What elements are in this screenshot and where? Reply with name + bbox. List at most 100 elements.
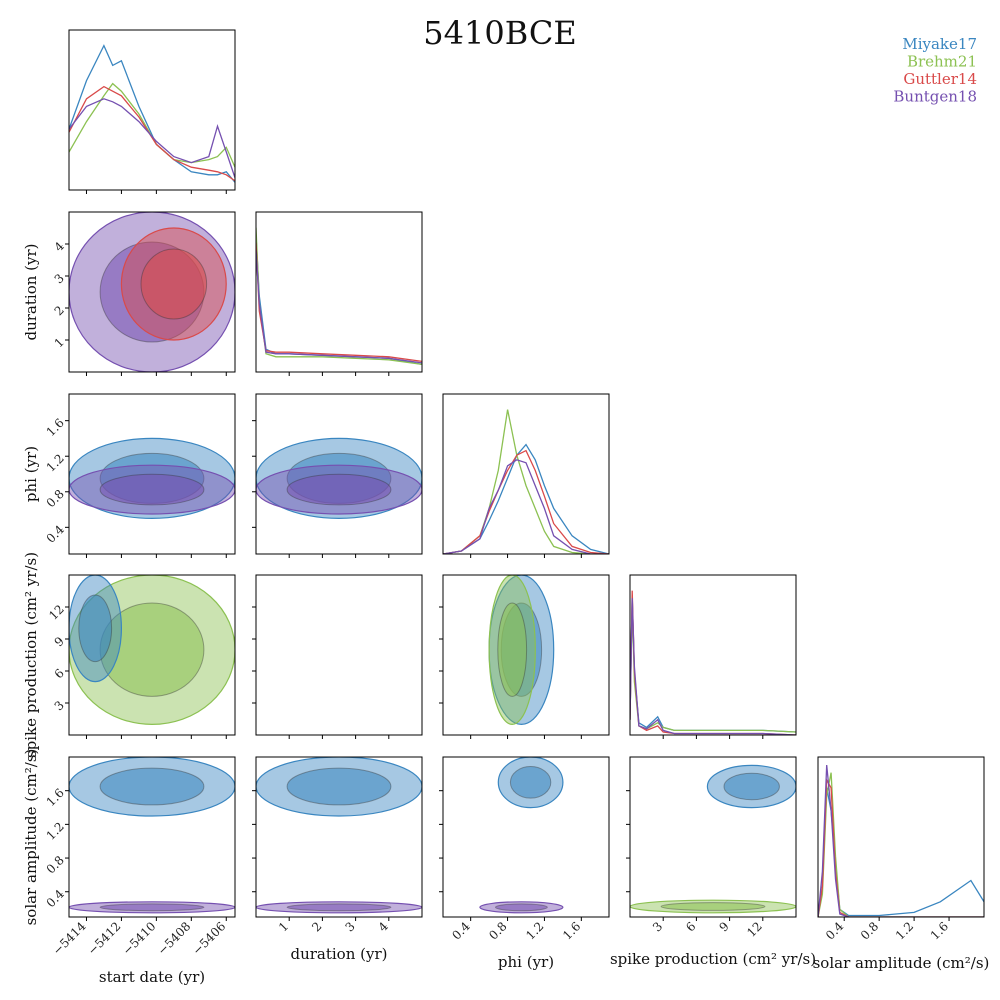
- marginal-line-duration-buntgen18: [256, 250, 422, 364]
- y-tick-label: 0.4: [44, 887, 68, 911]
- panel-frame: [442, 574, 610, 736]
- marginal-line-phi-buntgen18: [443, 459, 609, 554]
- x-tick-label: 12: [744, 919, 765, 940]
- panel-frame: [817, 756, 985, 918]
- panel-spike_production-vs-spike_production: [629, 574, 797, 739]
- marginal-line-spike_production-brehm21: [630, 605, 796, 733]
- y-tick-label: 4: [52, 239, 68, 255]
- contour-core-brehm21-17: [660, 902, 766, 911]
- marginal-line-solar_amplitude-buntgen18: [818, 764, 984, 917]
- legend-entry-miyake17: Miyake17: [902, 35, 977, 53]
- x-tick-label: 0.8: [486, 919, 509, 942]
- panel-frame: [629, 756, 797, 918]
- panel-frame: [68, 211, 236, 373]
- marginal-line-duration-guttler14: [256, 242, 422, 363]
- panel-solar_amplitude-vs-phi: 0.4 0.8 1.2 1.6: [439, 756, 610, 943]
- marginal-line-phi-brehm21: [443, 409, 609, 554]
- x-tick-label: −5410: [120, 919, 159, 958]
- marginal-line-start_date-brehm21: [69, 82, 235, 168]
- y-tick-label: 6: [52, 666, 67, 681]
- x-tick-label: −5408: [155, 919, 194, 958]
- panel-frame: [442, 393, 610, 555]
- contour-core-miyake17-12: [286, 767, 392, 806]
- y-tick-label: 12: [46, 602, 67, 623]
- panel-solar_amplitude-vs-start_date: −5414−5412−5410−5408−5406 0.4 0.8 1.2 1.6: [44, 756, 236, 958]
- x-tick-label: 0.8: [858, 919, 881, 942]
- panel-start_date-vs-start_date: [68, 29, 236, 194]
- legend-entry-guttler14: Guttler14: [903, 70, 977, 88]
- marginal-line-start_date-miyake17: [69, 44, 235, 183]
- panel-phi-vs-duration: [252, 393, 423, 558]
- y-tick-label: 1.2: [44, 819, 67, 842]
- contour-core-buntgen18-15: [495, 903, 548, 912]
- y-tick-label: 3: [52, 698, 67, 713]
- panel-solar_amplitude-vs-duration: 1 2 3 4: [252, 756, 423, 935]
- panel-frame: [68, 29, 236, 191]
- contour-core-miyake17-16: [723, 772, 780, 801]
- x-tick-label: 1.2: [893, 919, 916, 942]
- y-tick-label: 0.4: [44, 522, 68, 546]
- y-tick-label: 1.6: [44, 786, 67, 809]
- x-axis-label-duration: duration (yr): [290, 945, 387, 963]
- marginal-line-solar_amplitude-guttler14: [818, 777, 984, 917]
- panel-frame: [255, 574, 423, 736]
- panel-frame: [255, 756, 423, 918]
- y-tick-label: 1.6: [44, 416, 67, 439]
- panel-frame: [255, 393, 423, 555]
- panel-duration-vs-duration: [255, 211, 423, 376]
- y-tick-label: 9: [52, 634, 67, 649]
- contour-core-miyake17-14: [509, 766, 552, 799]
- y-tick-label: 3: [52, 271, 67, 286]
- y-tick-label: 1: [52, 335, 67, 350]
- panel-frame: [629, 574, 797, 736]
- x-tick-label: 1.2: [523, 919, 546, 942]
- marginal-line-spike_production-miyake17: [630, 595, 796, 733]
- marginal-line-duration-miyake17: [256, 235, 422, 366]
- legend-entry-brehm21: Brehm21: [907, 53, 977, 71]
- panel-duration-vs-start_date: 1 2 3 4: [52, 211, 236, 376]
- x-tick-label: 1.6: [928, 919, 951, 942]
- y-axis-label-spike_production: spike production (cm² yr/s): [22, 552, 40, 758]
- panel-phi-vs-phi: [442, 393, 610, 558]
- contour-core-miyake17-7: [78, 594, 113, 663]
- x-tick-label: 1: [276, 919, 291, 934]
- contour-core-buntgen18-11: [99, 903, 205, 912]
- marginal-line-duration-brehm21: [256, 227, 422, 366]
- x-axis-label-start_date: start date (yr): [99, 968, 205, 986]
- x-axis-label-solar_amplitude: solar amplitude (cm²/s): [813, 954, 990, 972]
- marginal-line-start_date-buntgen18: [69, 98, 235, 179]
- panel-spike_production-vs-start_date: 3 6 9 12: [46, 574, 236, 739]
- panel-solar_amplitude-vs-solar_amplitude: 0.4 0.8 1.2 1.6: [817, 756, 985, 943]
- panel-solar_amplitude-vs-spike_production: 3 6 9 12: [626, 756, 797, 940]
- x-tick-label: −5412: [85, 919, 124, 958]
- panel-phi-vs-start_date: 0.4 0.8 1.2 1.6: [44, 393, 236, 558]
- x-axis-label-spike_production: spike production (cm² yr/s): [610, 950, 816, 968]
- y-axis-label-solar_amplitude: solar amplitude (cm²/s): [22, 749, 40, 926]
- contour-core-buntgen18-3: [99, 473, 205, 506]
- contour-core-brehm21-9: [497, 602, 528, 697]
- y-tick-label: 2: [52, 303, 67, 318]
- y-tick-label: 0.8: [44, 853, 67, 876]
- y-tick-label: 1.2: [44, 451, 67, 474]
- panel-frame: [68, 574, 236, 736]
- y-axis-label-duration: duration (yr): [22, 243, 40, 340]
- legend-entry-buntgen18: Buntgen18: [893, 88, 977, 106]
- panel-frame: [442, 756, 610, 918]
- x-axis-label-phi: phi (yr): [498, 953, 554, 971]
- x-tick-label: 1.6: [560, 919, 583, 942]
- panel-frame: [68, 756, 236, 918]
- panels: 12340.40.81.21.636912−5414−5412−5410−540…: [22, 29, 990, 986]
- x-tick-label: 0.4: [823, 919, 847, 943]
- y-tick-label: 0.8: [44, 487, 67, 510]
- panel-spike_production-vs-phi: [439, 574, 610, 739]
- x-tick-label: −5414: [50, 919, 89, 958]
- x-tick-label: −5406: [190, 919, 229, 958]
- y-axis-label-phi: phi (yr): [22, 446, 40, 502]
- contour-core-buntgen18-5: [286, 473, 392, 506]
- x-tick-label: 0.4: [449, 919, 473, 943]
- panel-spike_production-vs-duration: [252, 574, 423, 739]
- marginal-line-spike_production-guttler14: [630, 590, 796, 735]
- x-tick-label: 4: [376, 919, 392, 935]
